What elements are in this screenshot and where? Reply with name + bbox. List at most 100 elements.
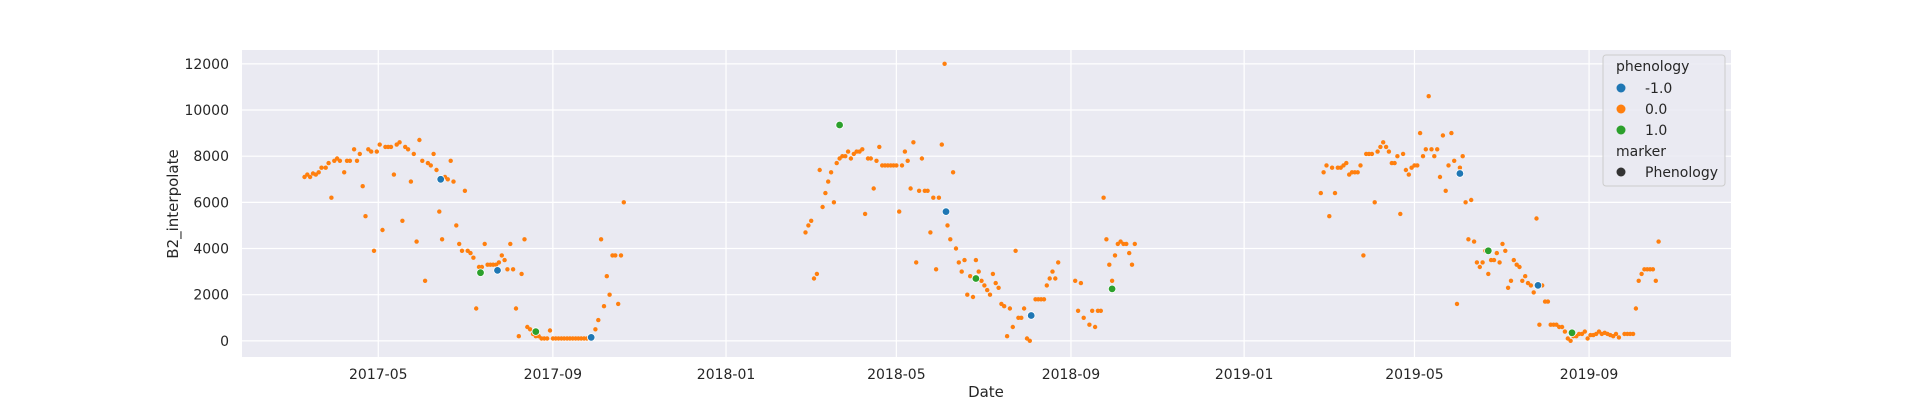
data-point-phenology-0.0: [513, 306, 519, 311]
data-point-phenology-0.0: [962, 257, 967, 263]
data-point-phenology-0.0: [462, 188, 468, 193]
data-point-phenology-0.0: [820, 204, 825, 210]
data-point-phenology-0.0: [1098, 308, 1104, 313]
data-point-phenology-0.0: [916, 188, 922, 193]
data-point-phenology-0.0: [806, 223, 811, 228]
data-point-phenology-0.0: [1417, 130, 1423, 136]
data-point-phenology-0.0: [1318, 190, 1324, 196]
data-point-phenology-0.0: [1460, 154, 1465, 159]
data-point-phenology-0.0: [953, 246, 959, 251]
data-point-phenology-0.0: [613, 253, 618, 258]
data-point-phenology-0.0: [510, 267, 516, 272]
data-point-phenology-0.0: [828, 170, 834, 175]
data-point-phenology-0.0: [1562, 329, 1568, 334]
data-point-phenology-0.0: [1104, 237, 1109, 242]
data-point-phenology-0.0: [1454, 301, 1460, 307]
data-point-phenology-0.0: [437, 209, 442, 214]
data-point-phenology-0.0: [1616, 335, 1622, 340]
data-point-phenology-0.0: [618, 253, 624, 258]
data-point-phenology-0.0: [326, 160, 331, 166]
data-point-phenology--1.0: [493, 266, 502, 275]
data-point-phenology-0.0: [417, 137, 422, 143]
x-tick-label: 2017-05: [349, 367, 408, 383]
data-point-phenology-0.0: [1437, 174, 1443, 180]
data-point-phenology-0.0: [1324, 163, 1329, 168]
data-point-phenology-0.0: [1372, 200, 1377, 205]
data-point-phenology-0.0: [1537, 322, 1542, 327]
data-point-phenology-0.0: [547, 328, 553, 333]
data-point-phenology-0.0: [948, 237, 953, 242]
data-point-phenology-0.0: [1517, 264, 1522, 270]
plot-area: [242, 50, 1731, 357]
data-point-phenology-0.0: [363, 214, 368, 219]
data-point-phenology-0.0: [377, 142, 382, 147]
data-point-phenology-0.0: [1101, 195, 1106, 200]
data-point-phenology-0.0: [877, 144, 882, 150]
data-point-phenology-0.0: [1044, 283, 1050, 288]
x-tick-label: 2018-09: [1042, 367, 1101, 383]
data-point-phenology-0.0: [1386, 149, 1392, 154]
data-point-phenology-0.0: [848, 156, 854, 161]
data-point-phenology-0.0: [474, 306, 479, 311]
data-point-phenology-0.0: [1446, 163, 1451, 168]
data-point-phenology--1.0: [436, 175, 445, 184]
y-axis-label: B2_interpolate: [164, 149, 183, 258]
data-point-phenology-0.0: [834, 160, 839, 166]
data-point-phenology-0.0: [1559, 324, 1565, 330]
data-point-phenology-0.0: [1471, 239, 1477, 244]
data-point-phenology-0.0: [1321, 170, 1326, 175]
data-point-phenology-0.0: [397, 140, 402, 145]
data-point-phenology-0.0: [351, 147, 357, 152]
data-point-phenology-0.0: [899, 163, 905, 168]
data-point-phenology-0.0: [936, 195, 942, 200]
data-point-phenology-0.0: [956, 260, 961, 265]
x-tick-labels: 2017-05 2017-09 2018-01 2018-05 2018-09 2019-…: [349, 367, 1618, 383]
data-point-phenology-0.0: [1429, 147, 1434, 152]
data-point-phenology-0.0: [445, 177, 450, 182]
data-point-phenology-0.0: [604, 274, 609, 279]
data-point-phenology-0.0: [502, 257, 507, 263]
data-point-phenology-0.0: [902, 149, 908, 154]
y-tick-label: 8000: [193, 149, 229, 165]
data-point-phenology-1.0: [476, 268, 485, 277]
data-point-phenology-0.0: [928, 230, 933, 235]
data-point-phenology-0.0: [1010, 324, 1015, 330]
data-point-phenology-0.0: [342, 170, 347, 175]
data-point-phenology-0.0: [862, 211, 868, 217]
data-point-phenology-0.0: [616, 301, 621, 307]
data-point-phenology-0.0: [874, 158, 879, 163]
data-point-phenology-0.0: [843, 154, 848, 159]
data-point-phenology-0.0: [1463, 200, 1468, 205]
data-point-phenology-0.0: [1585, 336, 1590, 341]
legend-hue-title: phenology: [1616, 59, 1689, 75]
data-point-phenology--1.0: [941, 207, 951, 216]
data-point-phenology-0.0: [1395, 154, 1400, 159]
data-point-phenology-0.0: [545, 336, 550, 341]
data-point-phenology-0.0: [1355, 170, 1360, 175]
data-point-phenology-0.0: [1406, 172, 1412, 177]
data-point-phenology-0.0: [1332, 190, 1338, 196]
data-point-phenology-0.0: [987, 292, 993, 297]
data-point-phenology-0.0: [1375, 149, 1380, 154]
data-point-phenology-0.0: [1636, 278, 1641, 283]
data-point-phenology-0.0: [1500, 241, 1505, 247]
data-point-phenology-0.0: [1358, 163, 1363, 168]
data-point-phenology-0.0: [516, 334, 521, 339]
data-point-phenology-0.0: [357, 151, 362, 157]
data-point-phenology-0.0: [471, 255, 476, 260]
data-point-phenology-0.0: [1109, 278, 1115, 283]
data-point-phenology-0.0: [1078, 280, 1084, 286]
data-point-phenology-0.0: [596, 317, 601, 323]
data-point-phenology-0.0: [405, 147, 411, 152]
y-tick-labels: 0 2000 4000 6000 8000 10000 12000: [184, 57, 229, 350]
data-point-phenology-0.0: [519, 271, 524, 277]
data-point-phenology-0.0: [1534, 216, 1539, 221]
data-point-phenology-0.0: [811, 276, 817, 281]
data-point-phenology-0.0: [1129, 262, 1135, 267]
data-point-phenology-0.0: [1466, 237, 1471, 242]
data-point-phenology--1.0: [1533, 281, 1543, 290]
data-point-phenology-0.0: [1007, 306, 1013, 311]
data-point-phenology-1.0: [1107, 284, 1117, 294]
data-point-phenology-0.0: [1486, 271, 1491, 277]
